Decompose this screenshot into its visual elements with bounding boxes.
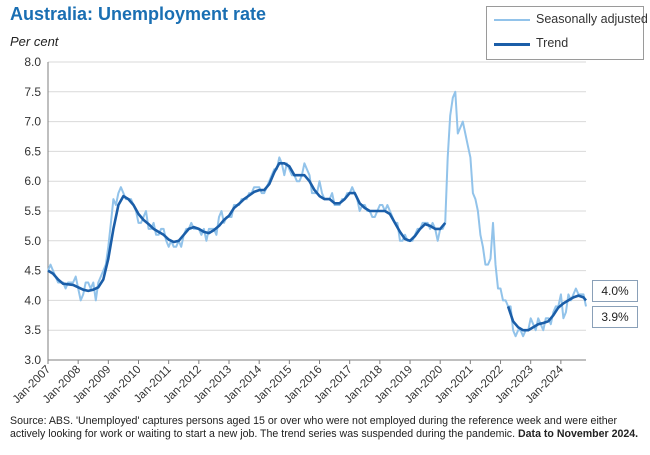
y-tick-label: 4.5	[24, 264, 41, 278]
y-tick-label: 7.0	[24, 115, 41, 129]
series-line-seasonally-adjusted	[47, 90, 587, 338]
series-line-trend	[506, 294, 587, 332]
legend-item-seasonal: Seasonally adjusted	[487, 10, 648, 30]
y-tick-label: 6.5	[24, 144, 41, 158]
y-tick-label: 3.5	[24, 323, 41, 337]
legend-swatch-trend	[494, 43, 530, 46]
trend-latest-callout: 4.0%	[592, 280, 638, 302]
source-data-date: Data to November 2024.	[518, 428, 639, 440]
y-tick-label: 7.5	[24, 85, 41, 99]
legend-swatch-seasonal	[494, 19, 530, 21]
y-tick-label: 3.0	[24, 353, 41, 367]
legend-label-trend: Trend	[536, 36, 569, 50]
y-tick-label: 6.0	[24, 174, 41, 188]
series-line-trend	[47, 162, 447, 293]
y-axis-label: Per cent	[10, 34, 59, 49]
chart-title: Australia: Unemployment rate	[10, 4, 267, 24]
legend-label-seasonal: Seasonally adjusted	[536, 12, 648, 26]
seasonal-latest-callout: 3.9%	[592, 306, 638, 328]
y-tick-label: 5.5	[24, 204, 41, 218]
legend-item-trend: Trend	[487, 34, 643, 54]
source-note: Source: ABS. 'Unemployed' captures perso…	[10, 415, 642, 441]
y-tick-label: 5.0	[24, 234, 41, 248]
legend: Seasonally adjusted Trend	[486, 6, 648, 60]
y-tick-label: 4.0	[24, 293, 41, 307]
source-text: Source: ABS. 'Unemployed' captures perso…	[10, 415, 618, 440]
y-tick-label: 8.0	[24, 55, 41, 69]
